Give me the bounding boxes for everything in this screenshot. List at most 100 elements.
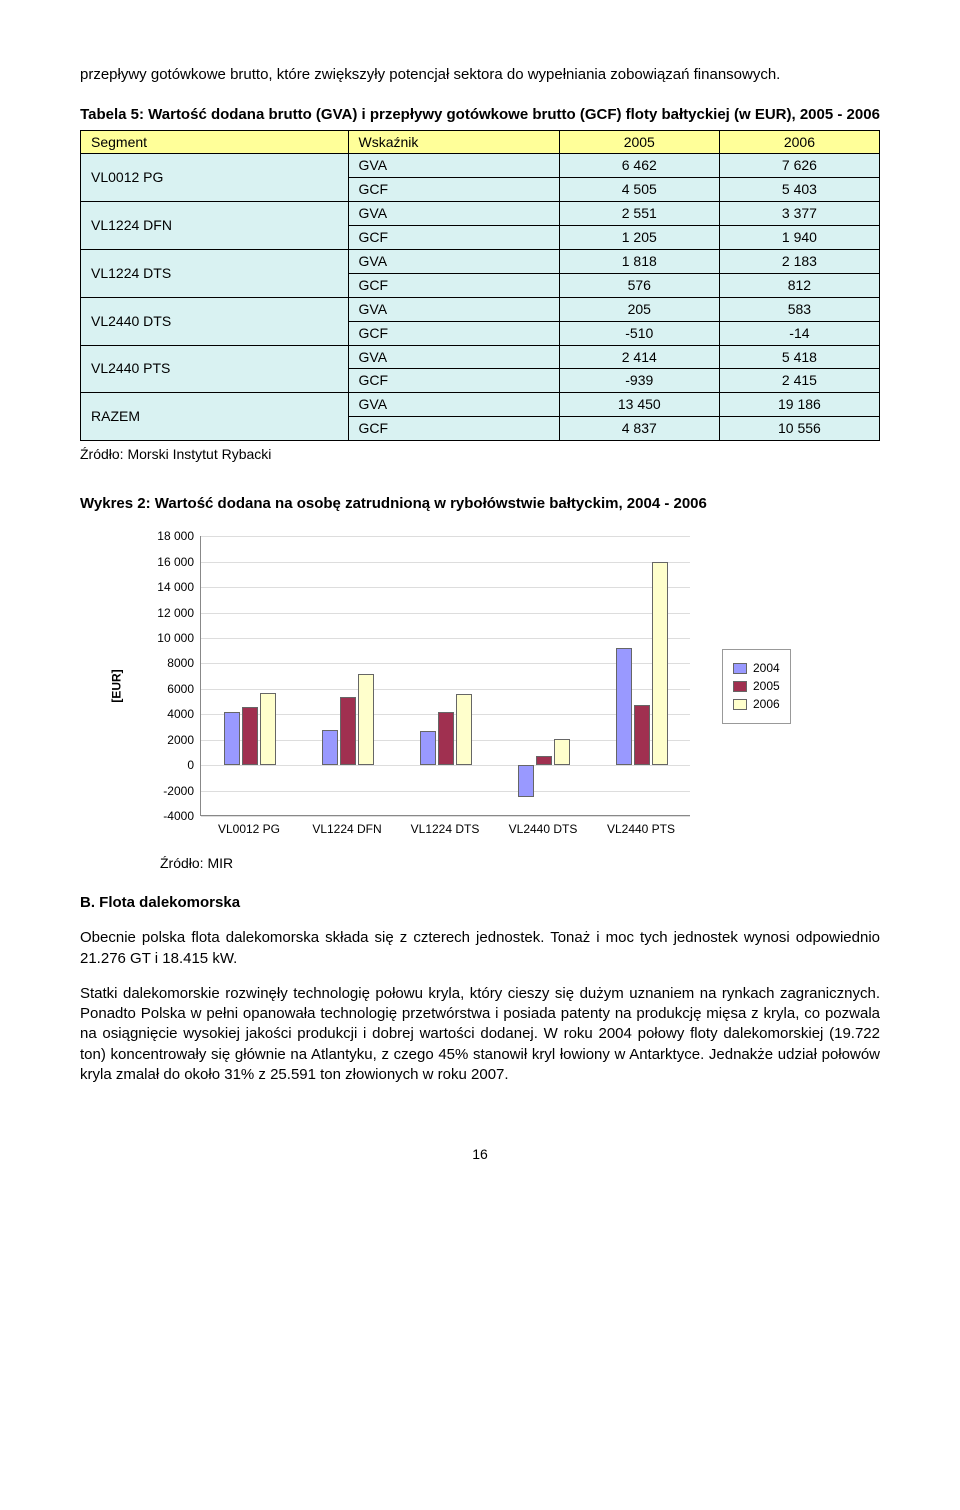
section-b-heading: B. Flota dalekomorska bbox=[80, 893, 880, 913]
ytick-label: 12 000 bbox=[144, 604, 194, 620]
ytick-label: 8000 bbox=[144, 655, 194, 671]
section-b-p1: Obecnie polska flota dalekomorska składa… bbox=[80, 928, 880, 969]
cell-2006: 812 bbox=[719, 273, 879, 297]
chart2-title: Wykres 2: Wartość dodana na osobę zatrud… bbox=[80, 494, 880, 514]
cell-segment: VL1224 DFN bbox=[81, 202, 349, 250]
ytick-label: 6000 bbox=[144, 681, 194, 697]
table-row: RAZEMGVA13 45019 186 bbox=[81, 393, 880, 417]
xtick-label: VL2440 PTS bbox=[592, 821, 690, 837]
legend-label: 2005 bbox=[753, 678, 780, 694]
legend-swatch bbox=[733, 681, 747, 692]
cell-2006: 10 556 bbox=[719, 417, 879, 441]
ytick-label: 2000 bbox=[144, 732, 194, 748]
cell-2005: 4 837 bbox=[559, 417, 719, 441]
chart-bar bbox=[652, 562, 668, 766]
cell-2005: 2 551 bbox=[559, 202, 719, 226]
cell-segment: VL2440 DTS bbox=[81, 297, 349, 345]
chart-xlabels: VL0012 PGVL1224 DFNVL1224 DTSVL2440 DTSV… bbox=[200, 821, 690, 837]
table5-source: Źródło: Morski Instytut Rybacki bbox=[80, 445, 880, 464]
ytick-label: -2000 bbox=[144, 783, 194, 799]
legend-item: 2005 bbox=[733, 678, 780, 694]
hdr-2005: 2005 bbox=[559, 130, 719, 154]
cell-wskaznik: GVA bbox=[348, 202, 559, 226]
chart2-source: Źródło: MIR bbox=[160, 854, 880, 873]
cell-wskaznik: GVA bbox=[348, 154, 559, 178]
table-row: VL1224 DTSGVA1 8182 183 bbox=[81, 249, 880, 273]
xtick-label: VL2440 DTS bbox=[494, 821, 592, 837]
ytick-label: 4000 bbox=[144, 706, 194, 722]
chart-bar bbox=[358, 674, 374, 766]
cell-wskaznik: GVA bbox=[348, 345, 559, 369]
cell-wskaznik: GCF bbox=[348, 226, 559, 250]
chart-plot bbox=[200, 536, 690, 816]
cell-2006: 19 186 bbox=[719, 393, 879, 417]
cell-2005: 6 462 bbox=[559, 154, 719, 178]
chart-bar bbox=[224, 712, 240, 765]
cell-2006: 1 940 bbox=[719, 226, 879, 250]
chart-bar bbox=[322, 730, 338, 766]
cell-wskaznik: GCF bbox=[348, 369, 559, 393]
legend-swatch bbox=[733, 699, 747, 710]
cell-2005: 1 818 bbox=[559, 249, 719, 273]
cell-wskaznik: GCF bbox=[348, 273, 559, 297]
table5: Segment Wskaźnik 2005 2006 VL0012 PGGVA6… bbox=[80, 130, 880, 442]
cell-2006: 7 626 bbox=[719, 154, 879, 178]
legend-swatch bbox=[733, 663, 747, 674]
cell-2006: -14 bbox=[719, 321, 879, 345]
cell-2005: 576 bbox=[559, 273, 719, 297]
legend-item: 2004 bbox=[733, 660, 780, 676]
cell-segment: VL0012 PG bbox=[81, 154, 349, 202]
hdr-segment: Segment bbox=[81, 130, 349, 154]
table-row: VL0012 PGGVA6 4627 626 bbox=[81, 154, 880, 178]
chart-bar bbox=[456, 694, 472, 765]
ytick-label: 10 000 bbox=[144, 630, 194, 646]
xtick-label: VL1224 DFN bbox=[298, 821, 396, 837]
cell-2005: 205 bbox=[559, 297, 719, 321]
ytick-label: 18 000 bbox=[144, 528, 194, 544]
chart-bar bbox=[420, 731, 436, 765]
cell-wskaznik: GVA bbox=[348, 249, 559, 273]
chart-bar bbox=[518, 765, 534, 797]
legend-item: 2006 bbox=[733, 696, 780, 712]
page-number: 16 bbox=[80, 1145, 880, 1164]
cell-2006: 2 183 bbox=[719, 249, 879, 273]
section-b-p2: Statki dalekomorskie rozwinęły technolog… bbox=[80, 984, 880, 1085]
cell-segment: RAZEM bbox=[81, 393, 349, 441]
cell-wskaznik: GVA bbox=[348, 297, 559, 321]
chart-bar bbox=[242, 707, 258, 766]
table-row: VL2440 PTSGVA2 4145 418 bbox=[81, 345, 880, 369]
chart2: [EUR] -4000-20000200040006000800010 0001… bbox=[140, 526, 880, 846]
chart-bar bbox=[634, 705, 650, 765]
cell-wskaznik: GCF bbox=[348, 417, 559, 441]
hdr-wskaznik: Wskaźnik bbox=[348, 130, 559, 154]
cell-2006: 5 418 bbox=[719, 345, 879, 369]
chart-bar bbox=[438, 712, 454, 765]
cell-wskaznik: GVA bbox=[348, 393, 559, 417]
cell-wskaznik: GCF bbox=[348, 321, 559, 345]
cell-2006: 5 403 bbox=[719, 178, 879, 202]
table-row: VL2440 DTSGVA205583 bbox=[81, 297, 880, 321]
cell-2006: 583 bbox=[719, 297, 879, 321]
ytick-label: -4000 bbox=[144, 808, 194, 824]
cell-segment: VL1224 DTS bbox=[81, 249, 349, 297]
xtick-label: VL1224 DTS bbox=[396, 821, 494, 837]
legend-label: 2006 bbox=[753, 696, 780, 712]
cell-2005: 2 414 bbox=[559, 345, 719, 369]
hdr-2006: 2006 bbox=[719, 130, 879, 154]
cell-2005: 1 205 bbox=[559, 226, 719, 250]
intro-text: przepływy gotówkowe brutto, które zwięks… bbox=[80, 65, 880, 85]
cell-2005: 13 450 bbox=[559, 393, 719, 417]
chart-bar bbox=[616, 648, 632, 765]
cell-segment: VL2440 PTS bbox=[81, 345, 349, 393]
ytick-label: 0 bbox=[144, 757, 194, 773]
chart-area: [EUR] -4000-20000200040006000800010 0001… bbox=[140, 526, 710, 846]
chart-bar bbox=[554, 739, 570, 766]
table-row: VL1224 DFNGVA2 5513 377 bbox=[81, 202, 880, 226]
cell-2006: 3 377 bbox=[719, 202, 879, 226]
chart-legend: 2004 2005 2006 bbox=[722, 649, 791, 724]
cell-2005: -510 bbox=[559, 321, 719, 345]
cell-wskaznik: GCF bbox=[348, 178, 559, 202]
ytick-label: 14 000 bbox=[144, 579, 194, 595]
chart-ylabel: [EUR] bbox=[109, 670, 125, 703]
table5-title: Tabela 5: Wartość dodana brutto (GVA) i … bbox=[80, 105, 880, 125]
